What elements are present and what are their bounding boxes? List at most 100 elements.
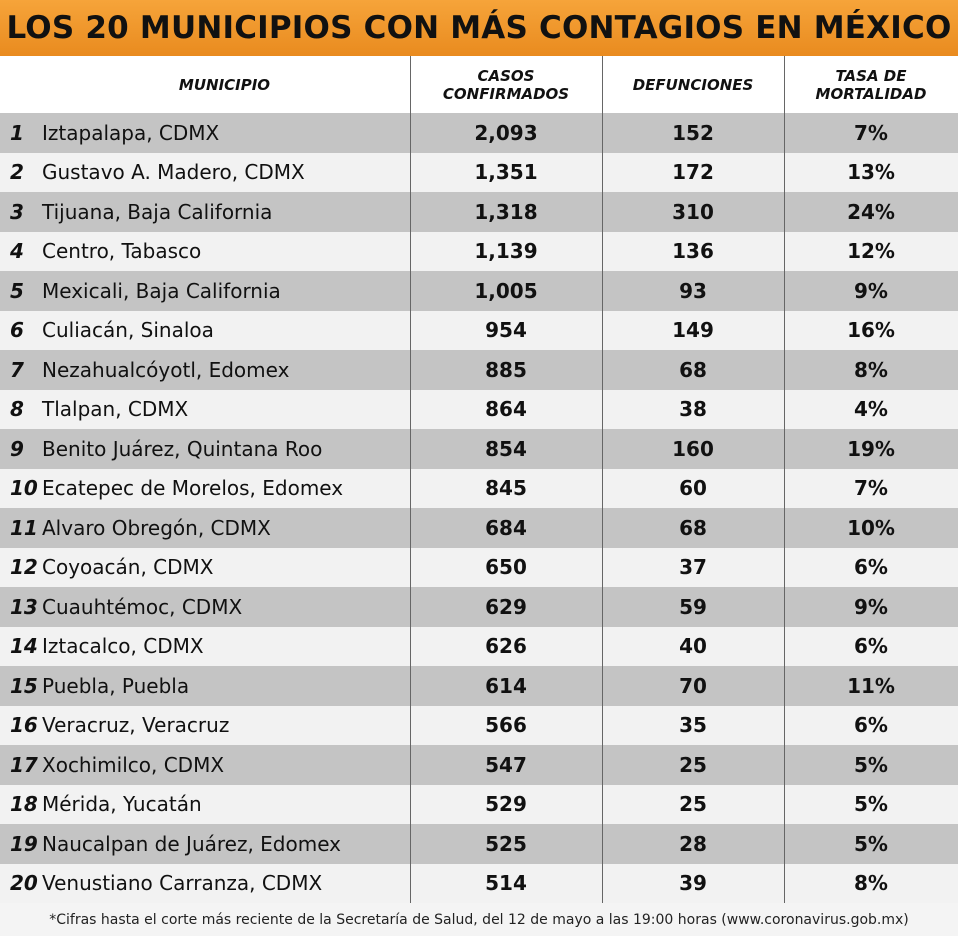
casos-cell: 629 [485,594,527,619]
rank-cell: 16 [10,713,38,738]
municipio-cell: Puebla, Puebla [42,673,190,698]
tasa-cell: 16% [847,318,895,343]
casos-cell: 684 [485,515,527,540]
municipio-cell: Gustavo A. Madero, CDMX [42,160,305,185]
table-row: 17 Xochimilco, CDMX 547 25 5% [0,745,958,785]
table-row: 14 Iztacalco, CDMX 626 40 6% [0,626,958,666]
defunciones-cell: 25 [679,752,707,777]
tasa-cell: 8% [854,357,888,382]
defunciones-cell: 136 [672,239,714,264]
rank-cell: 2 [10,160,24,185]
municipio-cell: Ecatepec de Morelos, Edomex [42,476,344,501]
table-row: 12 Coyoacán, CDMX 650 37 6% [0,547,958,587]
defunciones-cell: 68 [679,515,707,540]
casos-cell: 614 [485,673,527,698]
table-row: 18 Mérida, Yucatán 529 25 5% [0,784,958,824]
municipio-cell: Mérida, Yucatán [42,792,202,817]
casos-cell: 864 [485,397,527,422]
tasa-cell: 11% [847,673,895,698]
tasa-cell: 5% [854,792,888,817]
tasa-cell: 6% [854,713,888,738]
defunciones-cell: 152 [672,120,714,145]
municipio-cell: Centro, Tabasco [42,239,202,264]
header-casos: CASOS CONFIRMADOS [442,66,570,103]
table-row: 1 Iztapalapa, CDMX 2,093 152 7% [0,113,958,153]
header-tasa: TASA DE MORTALIDAD [815,66,927,103]
tasa-cell: 19% [847,436,895,461]
defunciones-cell: 160 [672,436,714,461]
casos-cell: 1,318 [474,199,538,224]
rank-cell: 20 [10,871,38,896]
casos-cell: 566 [485,713,527,738]
casos-cell: 2,093 [474,120,538,145]
municipio-cell: Xochimilco, CDMX [42,752,225,777]
tasa-cell: 7% [854,476,888,501]
tasa-cell: 6% [854,555,888,580]
defunciones-cell: 37 [679,555,707,580]
column-divider [784,56,785,903]
footnote: *Cifras hasta el corte más reciente de l… [49,911,909,928]
column-divider [602,56,603,903]
rank-cell: 17 [10,752,38,777]
tasa-cell: 24% [847,199,895,224]
defunciones-cell: 59 [679,594,707,619]
defunciones-cell: 39 [679,871,707,896]
rank-cell: 3 [10,199,24,224]
defunciones-cell: 38 [679,397,707,422]
defunciones-cell: 149 [672,318,714,343]
rank-cell: 15 [10,673,38,698]
casos-cell: 547 [485,752,527,777]
table-row: 7 Nezahualcóyotl, Edomex 885 68 8% [0,350,958,390]
table-row: 15 Puebla, Puebla 614 70 11% [0,666,958,706]
municipio-cell: Cuauhtémoc, CDMX [42,594,243,619]
defunciones-cell: 68 [679,357,707,382]
tasa-cell: 8% [854,871,888,896]
tasa-cell: 6% [854,634,888,659]
table-row: 5 Mexicali, Baja California 1,005 93 9% [0,271,958,311]
defunciones-cell: 60 [679,476,707,501]
rank-cell: 6 [10,318,24,343]
data-table: MUNICIPIO CASOS CONFIRMADOS DEFUNCIONES … [0,56,958,903]
table-row: 6 Culiacán, Sinaloa 954 149 16% [0,310,958,350]
rank-cell: 5 [10,278,24,303]
table-header: MUNICIPIO CASOS CONFIRMADOS DEFUNCIONES … [0,56,958,113]
municipio-cell: Iztacalco, CDMX [42,634,204,659]
rank-cell: 11 [10,515,38,540]
casos-cell: 525 [485,831,527,856]
rank-cell: 18 [10,792,38,817]
municipio-cell: Naucalpan de Juárez, Edomex [42,831,342,856]
rank-cell: 13 [10,594,38,619]
rank-cell: 4 [10,239,24,264]
municipio-cell: Culiacán, Sinaloa [42,318,214,343]
casos-cell: 650 [485,555,527,580]
rank-cell: 14 [10,634,38,659]
municipio-cell: Coyoacán, CDMX [42,555,214,580]
tasa-cell: 5% [854,831,888,856]
casos-cell: 885 [485,357,527,382]
defunciones-cell: 25 [679,792,707,817]
defunciones-cell: 310 [672,199,714,224]
column-divider [410,56,411,903]
table-row: 4 Centro, Tabasco 1,139 136 12% [0,231,958,271]
table-row: 19 Naucalpan de Juárez, Edomex 525 28 5% [0,824,958,864]
rank-cell: 9 [10,436,24,461]
casos-cell: 845 [485,476,527,501]
municipio-cell: Tijuana, Baja California [42,199,273,224]
casos-cell: 626 [485,634,527,659]
rank-cell: 12 [10,555,38,580]
table-row: 3 Tijuana, Baja California 1,318 310 24% [0,192,958,232]
table-row: 8 Tlalpan, CDMX 864 38 4% [0,389,958,429]
tasa-cell: 12% [847,239,895,264]
defunciones-cell: 35 [679,713,707,738]
rank-cell: 10 [10,476,38,501]
casos-cell: 954 [485,318,527,343]
municipio-cell: Venustiano Carranza, CDMX [42,871,323,896]
rank-cell: 8 [10,397,24,422]
municipio-cell: Nezahualcóyotl, Edomex [42,357,290,382]
table-row: 11 Alvaro Obregón, CDMX 684 68 10% [0,508,958,548]
casos-cell: 1,351 [474,160,538,185]
defunciones-cell: 40 [679,634,707,659]
tasa-cell: 9% [854,278,888,303]
rank-cell: 7 [10,357,24,382]
